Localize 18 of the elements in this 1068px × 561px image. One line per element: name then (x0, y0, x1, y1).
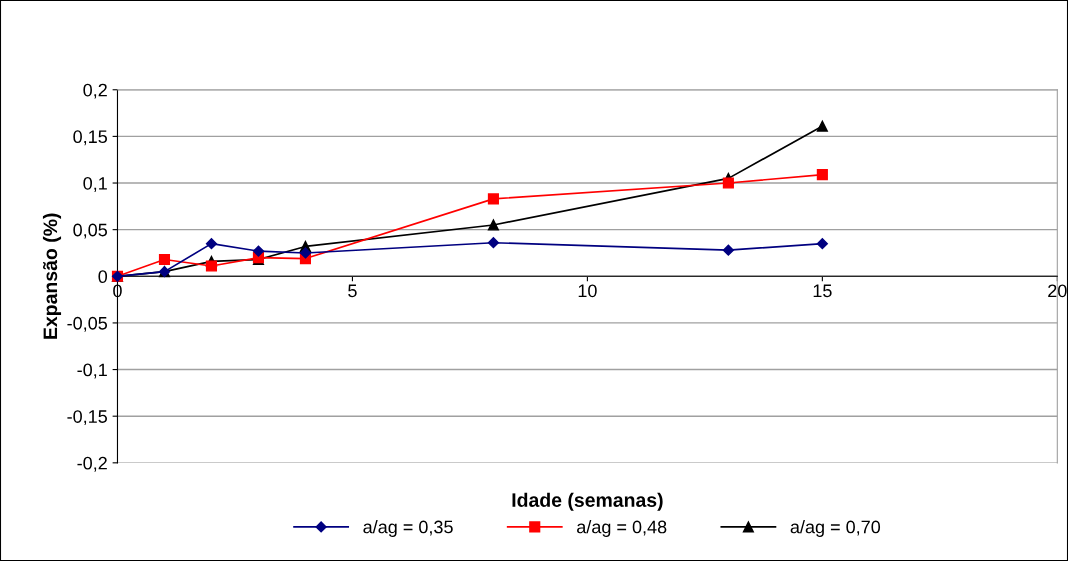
y-tick-label: -0,05 (67, 316, 107, 332)
y-tick-label: 0,05 (73, 223, 107, 239)
x-tick-label: 10 (578, 284, 597, 298)
x-tick-label: 5 (348, 284, 357, 298)
legend-label: a/ag = 0,70 (790, 520, 881, 537)
x-axis-title: Idade (semanas) (512, 492, 663, 511)
y-tick-label: -0,1 (77, 363, 107, 379)
y-tick-label: 0,2 (83, 83, 107, 99)
y-tick-label: 0 (98, 270, 108, 284)
x-tick-label: 20 (1048, 284, 1067, 298)
legend-label: a/ag = 0,35 (363, 520, 453, 537)
legend-label: a/ag = 0,48 (577, 520, 667, 537)
x-tick-label: 15 (813, 284, 832, 298)
y-tick-label: 0,15 (73, 130, 107, 146)
y-tick-label: 0,1 (83, 176, 107, 192)
y-tick-label: -0,2 (77, 456, 107, 472)
y-axis-title: Expansão (%) (42, 213, 62, 339)
y-tick-label: -0,15 (67, 410, 107, 426)
